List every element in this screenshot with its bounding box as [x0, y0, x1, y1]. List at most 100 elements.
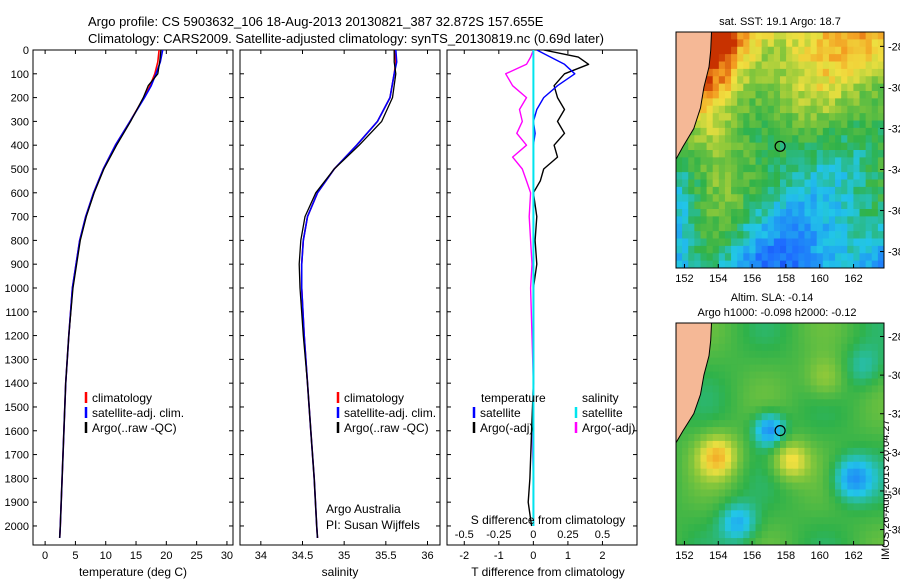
- heatmap-cell: [694, 142, 702, 151]
- heatmap-cell: [688, 150, 695, 158]
- lon-tick-label: 162: [844, 273, 862, 285]
- heatmap-cell: [865, 91, 873, 99]
- heatmap-cell: [737, 496, 744, 504]
- heatmap-cell: [706, 127, 714, 136]
- s-tick-label: 0: [530, 529, 536, 541]
- heatmap-cell: [761, 385, 769, 393]
- heatmap-cell: [804, 186, 812, 195]
- temperature-line-satellite: [58, 50, 164, 538]
- heatmap-cell: [767, 179, 775, 188]
- heatmap-cell: [847, 76, 855, 85]
- heatmap-cell: [877, 223, 884, 232]
- heatmap-cell: [816, 201, 824, 210]
- heatmap-cell: [712, 253, 720, 262]
- heatmap-cell: [792, 517, 799, 525]
- heatmap-cell: [780, 238, 787, 247]
- heatmap-cell: [718, 496, 726, 504]
- heatmap-cell: [865, 39, 873, 48]
- heatmap-cell: [761, 179, 769, 188]
- heatmap-cell: [792, 209, 799, 217]
- heatmap-cell: [749, 223, 757, 232]
- heatmap-cell: [688, 461, 695, 470]
- heatmap-cell: [700, 135, 708, 144]
- heatmap-cell: [816, 179, 824, 188]
- heatmap-cell: [853, 440, 861, 449]
- heatmap-cell: [853, 113, 861, 122]
- heatmap-cell: [706, 406, 714, 414]
- heatmap-cell: [816, 135, 824, 144]
- heatmap-cell: [828, 142, 836, 151]
- heatmap-cell: [724, 172, 732, 181]
- heatmap-cell: [706, 223, 714, 232]
- heatmap-cell: [761, 91, 769, 99]
- heatmap-cell: [773, 253, 781, 262]
- heatmap-cell: [835, 105, 842, 114]
- heatmap-cell: [835, 157, 842, 166]
- heatmap-cell: [761, 172, 769, 181]
- heatmap-cell: [773, 378, 781, 387]
- heatmap-cell: [724, 343, 732, 352]
- heatmap-cell: [810, 223, 818, 232]
- heatmap-cell: [718, 413, 726, 421]
- heatmap-cell: [822, 61, 830, 70]
- lat-tick-label: -30: [888, 82, 900, 94]
- heatmap-cell: [780, 98, 787, 107]
- heatmap-cell: [804, 517, 812, 525]
- heatmap-cell: [828, 364, 836, 373]
- heatmap-cell: [743, 164, 751, 173]
- heatmap-cell: [731, 482, 738, 491]
- heatmap-cell: [755, 209, 763, 217]
- heatmap-cell: [786, 434, 793, 442]
- heatmap-cell: [755, 427, 763, 435]
- heatmap-cell: [749, 454, 757, 463]
- heatmap-cell: [773, 350, 781, 359]
- heatmap-cell: [871, 364, 879, 373]
- heatmap-cell: [816, 454, 824, 463]
- heatmap-cell: [724, 378, 732, 387]
- lon-tick-label: 158: [777, 550, 795, 562]
- heatmap-cell: [853, 336, 861, 345]
- heatmap-cell: [804, 399, 812, 407]
- heatmap-cell: [773, 531, 781, 539]
- heatmap-cell: [780, 399, 787, 407]
- heatmap-cell: [743, 260, 751, 268]
- heatmap-cell: [810, 54, 818, 63]
- heatmap-cell: [816, 150, 824, 158]
- heatmap-cell: [731, 364, 738, 373]
- heatmap-cell: [755, 531, 763, 539]
- heatmap-cell: [700, 127, 708, 136]
- heatmap-cell: [682, 238, 689, 247]
- heatmap-cell: [731, 434, 738, 442]
- heatmap-cell: [749, 413, 757, 421]
- difference-line-temperature-argo: [527, 50, 590, 527]
- heatmap-cell: [828, 454, 836, 463]
- heatmap-cell: [822, 260, 830, 268]
- heatmap-cell: [718, 489, 726, 498]
- heatmap-cell: [743, 105, 751, 114]
- heatmap-cell: [743, 447, 751, 456]
- heatmap-cell: [835, 253, 842, 262]
- heatmap-cell: [718, 127, 726, 136]
- heatmap-cell: [841, 127, 848, 136]
- heatmap-cell: [871, 76, 879, 85]
- heatmap-cell: [822, 83, 830, 92]
- heatmap-cell: [731, 172, 738, 181]
- heatmap-cell: [828, 413, 836, 421]
- heatmap-cell: [694, 496, 702, 504]
- heatmap-cell: [688, 434, 695, 442]
- heatmap-cell: [865, 46, 873, 55]
- heatmap-cell: [780, 461, 787, 470]
- heatmap-cell: [798, 179, 806, 188]
- heatmap-cell: [859, 39, 867, 48]
- heatmap-cell: [749, 510, 757, 518]
- heatmap-cell: [828, 531, 836, 539]
- heatmap-cell: [853, 496, 861, 504]
- heatmap-cell: [841, 54, 848, 63]
- heatmap-cell: [755, 371, 763, 380]
- heatmap-cell: [786, 538, 793, 545]
- heatmap-cell: [724, 524, 732, 532]
- heatmap-cell: [773, 538, 781, 545]
- heatmap-cell: [828, 83, 836, 92]
- heatmap-cell: [786, 454, 793, 463]
- heatmap-cell: [780, 127, 787, 136]
